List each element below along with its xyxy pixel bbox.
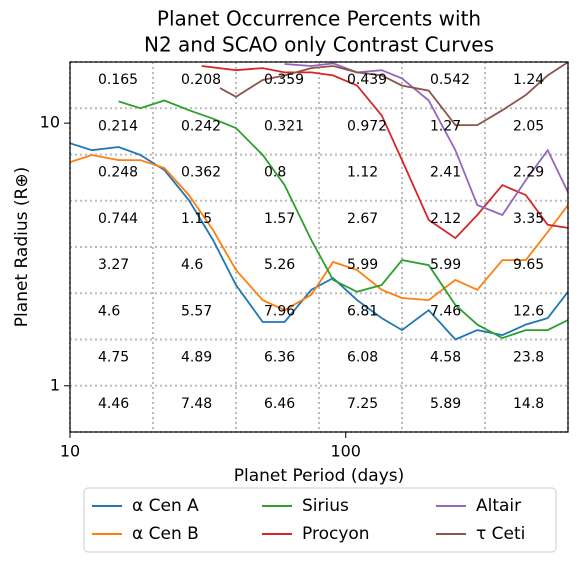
occurrence-label: 7.96 — [264, 303, 295, 319]
occurrence-label: 5.57 — [181, 303, 212, 319]
occurrence-label: 0.359 — [264, 72, 304, 88]
occurrence-label: 4.6 — [98, 303, 120, 319]
x-tick-label: 100 — [330, 442, 361, 461]
series-line — [219, 62, 568, 126]
occurrence-label: 4.6 — [181, 257, 203, 273]
occurrence-label: 5.99 — [430, 257, 461, 273]
series-line — [70, 142, 568, 341]
y-tick-label: 10 — [40, 113, 60, 132]
series-line — [118, 99, 568, 339]
occurrence-label: 2.41 — [430, 165, 461, 181]
plot-frame — [69, 61, 569, 433]
legend-label: α Cen A — [132, 496, 199, 516]
occurrence-label: 3.27 — [98, 257, 129, 273]
occurrence-label: 1.57 — [264, 211, 295, 227]
occurrence-label: 2.12 — [430, 211, 461, 227]
occurrence-label: 5.89 — [430, 396, 461, 412]
occurrence-label: 2.67 — [347, 211, 378, 227]
legend-label: τ Ceti — [476, 524, 525, 544]
legend-label: Sirius — [302, 496, 349, 516]
occurrence-label: 1.24 — [513, 72, 544, 88]
series-line — [70, 154, 568, 312]
occurrence-label: 0.208 — [181, 72, 221, 88]
occurrence-label: 6.81 — [347, 303, 378, 319]
occurrence-label: 2.29 — [513, 165, 544, 181]
occurrence-label: 1.15 — [181, 211, 212, 227]
occurrence-label: 3.35 — [513, 211, 544, 227]
occurrence-label: 6.46 — [264, 396, 295, 412]
x-axis-label: Planet Period (days) — [234, 466, 405, 486]
occurrence-label: 0.248 — [98, 165, 138, 181]
occurrence-label: 7.48 — [181, 396, 212, 412]
occurrence-label: 0.542 — [430, 72, 470, 88]
occurrence-label: 1.27 — [430, 118, 461, 134]
y-tick-label: 1 — [50, 375, 60, 394]
occurrence-label: 4.46 — [98, 396, 129, 412]
occurrence-label: 1.12 — [347, 165, 378, 181]
series-line — [201, 65, 568, 240]
occurrence-label: 0.8 — [264, 165, 286, 181]
occurrence-label: 2.05 — [513, 118, 544, 134]
occurrence-label: 0.165 — [98, 72, 138, 88]
chart-title: N2 and SCAO only Contrast Curves — [144, 33, 494, 57]
occurrence-label: 0.972 — [347, 118, 387, 134]
occurrence-label: 6.08 — [347, 350, 378, 366]
occurrence-label: 5.99 — [347, 257, 378, 273]
x-tick-label: 10 — [60, 442, 80, 461]
occurrence-label: 0.321 — [264, 118, 304, 134]
legend-label: α Cen B — [132, 524, 199, 544]
occurrence-label: 0.744 — [98, 211, 138, 227]
occurrence-label: 4.75 — [98, 350, 129, 366]
chart-title: Planet Occurrence Percents with — [157, 7, 481, 31]
occurrence-label: 9.65 — [513, 257, 544, 273]
occurrence-label: 0.214 — [98, 118, 138, 134]
occurrence-label: 14.8 — [513, 396, 544, 412]
legend-label: Procyon — [302, 524, 370, 544]
occurrence-label: 0.362 — [181, 165, 221, 181]
legend-label: Altair — [476, 496, 521, 516]
occurrence-label: 0.439 — [347, 72, 387, 88]
y-axis-label: Planet Radius (R⊕) — [12, 167, 32, 327]
occurrence-label: 12.6 — [513, 303, 544, 319]
occurrence-label: 4.89 — [181, 350, 212, 366]
series-line — [284, 62, 568, 217]
occurrence-label: 6.36 — [264, 350, 295, 366]
occurrence-label: 23.8 — [513, 350, 544, 366]
occurrence-label: 5.26 — [264, 257, 295, 273]
occurrence-label: 7.46 — [430, 303, 461, 319]
legend-box — [83, 487, 557, 553]
occurrence-label: 7.25 — [347, 396, 378, 412]
occurrence-label: 0.242 — [181, 118, 221, 134]
occurrence-label: 4.58 — [430, 350, 461, 366]
